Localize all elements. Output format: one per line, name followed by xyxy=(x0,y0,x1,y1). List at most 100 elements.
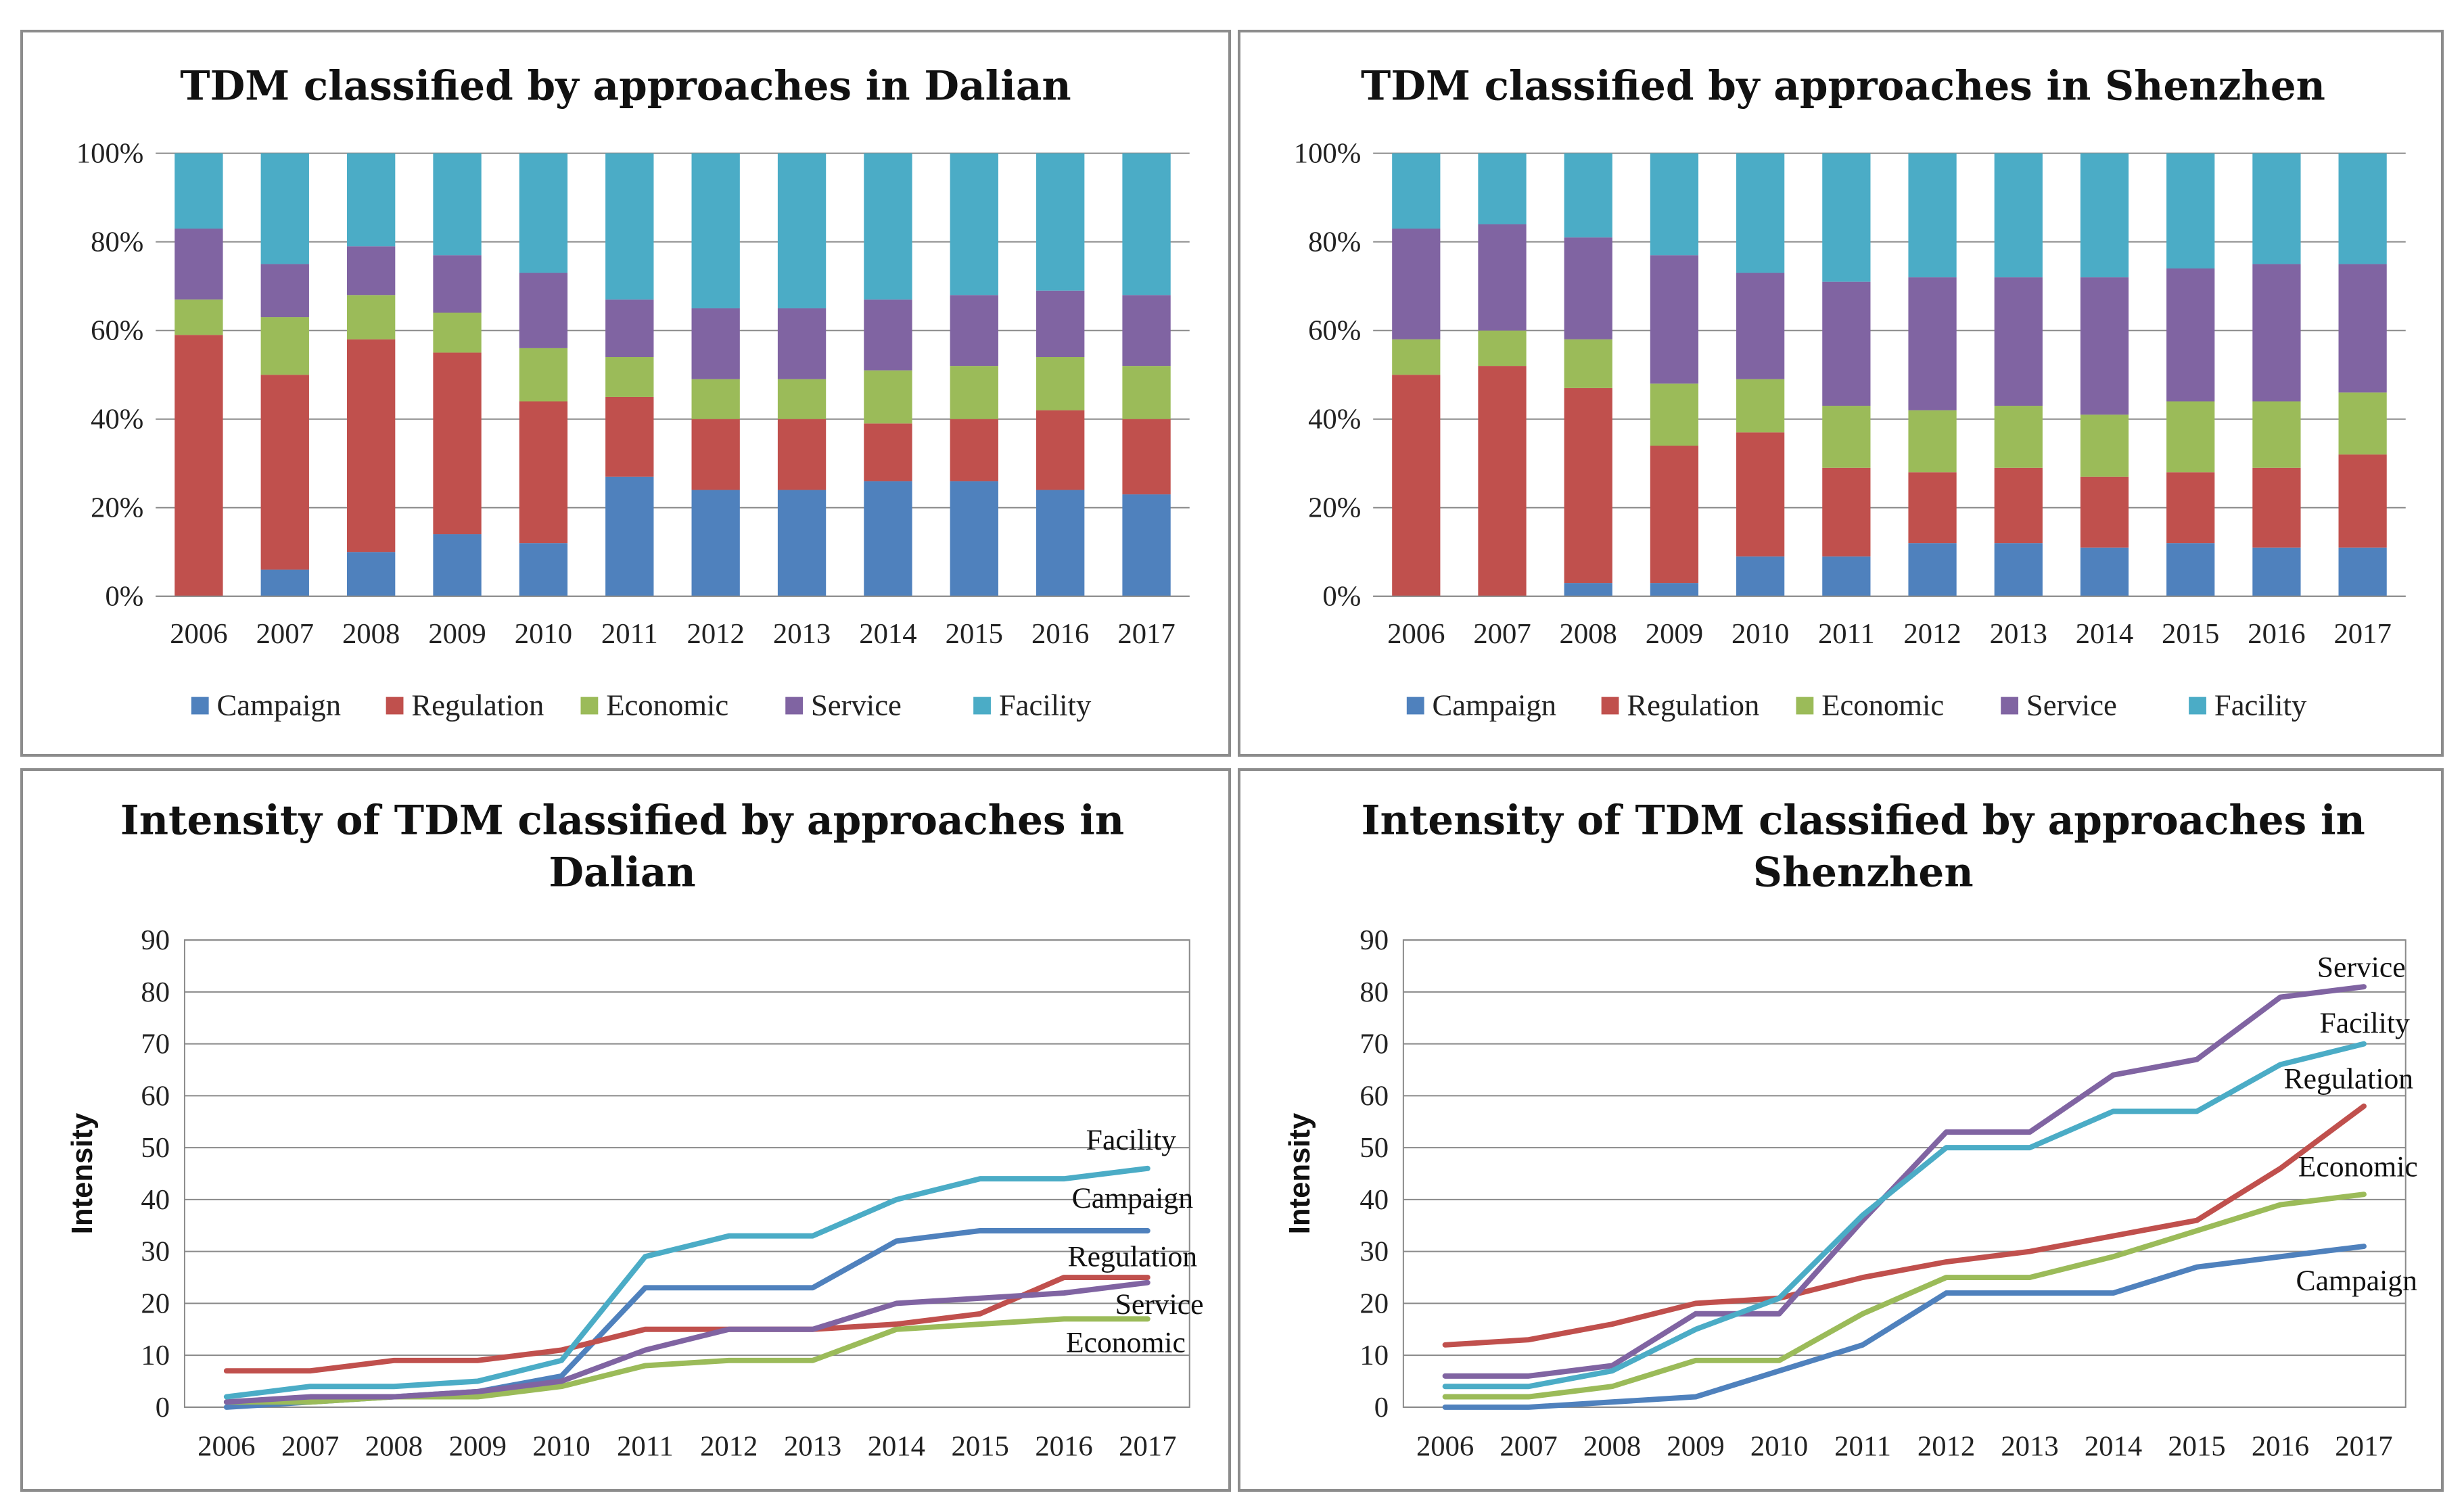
x-tick-label: 2010 xyxy=(1731,618,1789,650)
bar-segment-campaign-2012 xyxy=(691,490,740,596)
bar-segment-economic-2010 xyxy=(519,348,568,402)
bar-segment-economic-2013 xyxy=(777,379,827,419)
legend-label-economic: Economic xyxy=(1821,688,1944,722)
bar-segment-regulation-2006 xyxy=(175,335,223,596)
bar-segment-economic-2007 xyxy=(260,317,309,375)
bar-segment-regulation-2009 xyxy=(433,352,482,535)
legend-label-campaign: Campaign xyxy=(217,688,342,722)
bar-segment-service-2007 xyxy=(260,264,309,318)
bar-segment-economic-2015 xyxy=(950,366,998,419)
line-end-label-regulation: Regulation xyxy=(1068,1240,1198,1273)
series-line-campaign xyxy=(1442,1244,2367,1410)
y-tick-label: 0 xyxy=(156,1392,170,1423)
bar-segment-regulation-2016 xyxy=(2252,467,2301,548)
y-tick-label: 50 xyxy=(1359,1132,1389,1164)
legend-swatch-facility xyxy=(2189,697,2206,715)
bar-segment-facility-2015 xyxy=(2166,153,2215,268)
bar-segment-facility-2010 xyxy=(1736,153,1785,273)
bar-segment-campaign-2008 xyxy=(1564,583,1612,596)
bar-segment-regulation-2014 xyxy=(2080,476,2129,548)
bar-segment-economic-2016 xyxy=(2252,401,2301,468)
x-tick-label: 2006 xyxy=(170,618,227,650)
chart-title-line: Intensity of TDM classified by approache… xyxy=(120,797,1124,844)
legend-swatch-economic xyxy=(1796,697,1814,715)
bar-segment-campaign-2010 xyxy=(1736,556,1785,596)
y-tick-label: 20 xyxy=(1359,1288,1389,1319)
bar-segment-facility-2014 xyxy=(2080,153,2129,278)
y-tick-label: 20% xyxy=(91,492,143,524)
chart-title-line: Intensity of TDM classified by approache… xyxy=(1362,797,2365,844)
series-line-service xyxy=(1442,984,2367,1379)
x-tick-label: 2017 xyxy=(2333,618,2391,650)
bar-segment-campaign-2014 xyxy=(2080,547,2129,596)
bar-segment-facility-2007 xyxy=(260,153,309,264)
x-tick-label: 2013 xyxy=(1990,618,2047,650)
bar-segment-campaign-2011 xyxy=(1822,556,1871,596)
bar-segment-facility-2009 xyxy=(433,153,482,256)
legend-swatch-campaign xyxy=(191,697,209,715)
x-tick-label: 2011 xyxy=(617,1430,674,1462)
x-tick-label: 2017 xyxy=(2335,1430,2392,1462)
x-tick-label: 2014 xyxy=(868,1430,925,1462)
chart-dalian-share: TDM classified by approaches in Dalian 0%… xyxy=(76,62,1190,722)
x-tick-label: 2014 xyxy=(859,618,916,650)
x-tick-label: 2010 xyxy=(1750,1430,1808,1462)
y-tick-label: 40 xyxy=(1359,1184,1389,1216)
bar-segment-campaign-2007 xyxy=(260,569,309,596)
bar-segment-economic-2010 xyxy=(1736,379,1785,433)
series-line-regulation xyxy=(223,1275,1150,1374)
bar-segment-economic-2015 xyxy=(2166,401,2215,473)
legend-label-service: Service xyxy=(811,688,902,722)
y-tick-label: 30 xyxy=(1359,1236,1389,1268)
chart-dalian-intensity: Intensity of TDM classified by approache… xyxy=(66,797,1204,1462)
x-tick-label: 2012 xyxy=(700,1430,758,1462)
y-tick-label: 70 xyxy=(1359,1029,1389,1060)
bar-segment-facility-2012 xyxy=(691,153,740,308)
legend-swatch-service xyxy=(2001,697,2019,715)
bar-segment-service-2009 xyxy=(433,255,482,313)
y-tick-label: 100% xyxy=(76,138,144,170)
chart-title-line: Shenzhen xyxy=(1753,849,1974,897)
panel-shenzhen-share: TDM classified by approaches in Shenzhen… xyxy=(1238,30,2444,757)
bar-segment-regulation-2007 xyxy=(260,375,309,570)
x-tick-label: 2008 xyxy=(1583,1430,1641,1462)
bar-segment-facility-2015 xyxy=(950,153,998,296)
bar-segment-service-2015 xyxy=(2166,268,2215,402)
bar-segment-economic-2012 xyxy=(691,379,740,419)
bar-segment-service-2017 xyxy=(2338,264,2387,393)
bar-segment-service-2007 xyxy=(1478,224,1527,331)
legend-swatch-regulation xyxy=(1601,697,1619,715)
bar-segment-campaign-2010 xyxy=(519,543,568,596)
bar-segment-economic-2014 xyxy=(2080,415,2129,477)
bar-segment-regulation-2010 xyxy=(1736,432,1785,557)
y-tick-label: 0% xyxy=(105,581,143,613)
x-tick-label: 2006 xyxy=(197,1430,255,1462)
chart-title: TDM classified by approaches in Dalian xyxy=(180,62,1071,110)
x-tick-label: 2015 xyxy=(946,618,1003,650)
bar-segment-service-2014 xyxy=(864,299,912,371)
bar-segment-campaign-2013 xyxy=(777,490,827,596)
bar-segment-service-2010 xyxy=(1736,273,1785,379)
chart-shenzhen-share: TDM classified by approaches in Shenzhen… xyxy=(1294,62,2406,722)
bar-segment-campaign-2009 xyxy=(1650,583,1699,596)
x-tick-label: 2016 xyxy=(2252,1430,2309,1462)
y-axis-label: Intensity xyxy=(66,1112,99,1234)
bar-segment-service-2008 xyxy=(1564,237,1612,339)
bar-segment-service-2012 xyxy=(691,308,740,379)
x-tick-label: 2009 xyxy=(449,1430,507,1462)
bar-segment-regulation-2011 xyxy=(605,396,654,477)
y-tick-label: 90 xyxy=(141,924,170,956)
x-tick-label: 2016 xyxy=(2248,618,2305,650)
bar-segment-facility-2017 xyxy=(2338,153,2387,264)
bar-segment-regulation-2017 xyxy=(2338,454,2387,548)
x-tick-label: 2012 xyxy=(687,618,744,650)
line-end-label-campaign: Campaign xyxy=(2296,1265,2418,1297)
bar-segment-campaign-2017 xyxy=(1122,494,1171,596)
bar-segment-service-2011 xyxy=(1822,281,1871,406)
bar-segment-economic-2013 xyxy=(1994,406,2043,468)
bar-segment-regulation-2012 xyxy=(1908,472,1957,544)
y-tick-label: 40% xyxy=(1308,404,1361,435)
bar-segment-regulation-2008 xyxy=(346,339,396,552)
x-tick-label: 2012 xyxy=(1903,618,1961,650)
bar-segment-facility-2014 xyxy=(864,153,912,300)
